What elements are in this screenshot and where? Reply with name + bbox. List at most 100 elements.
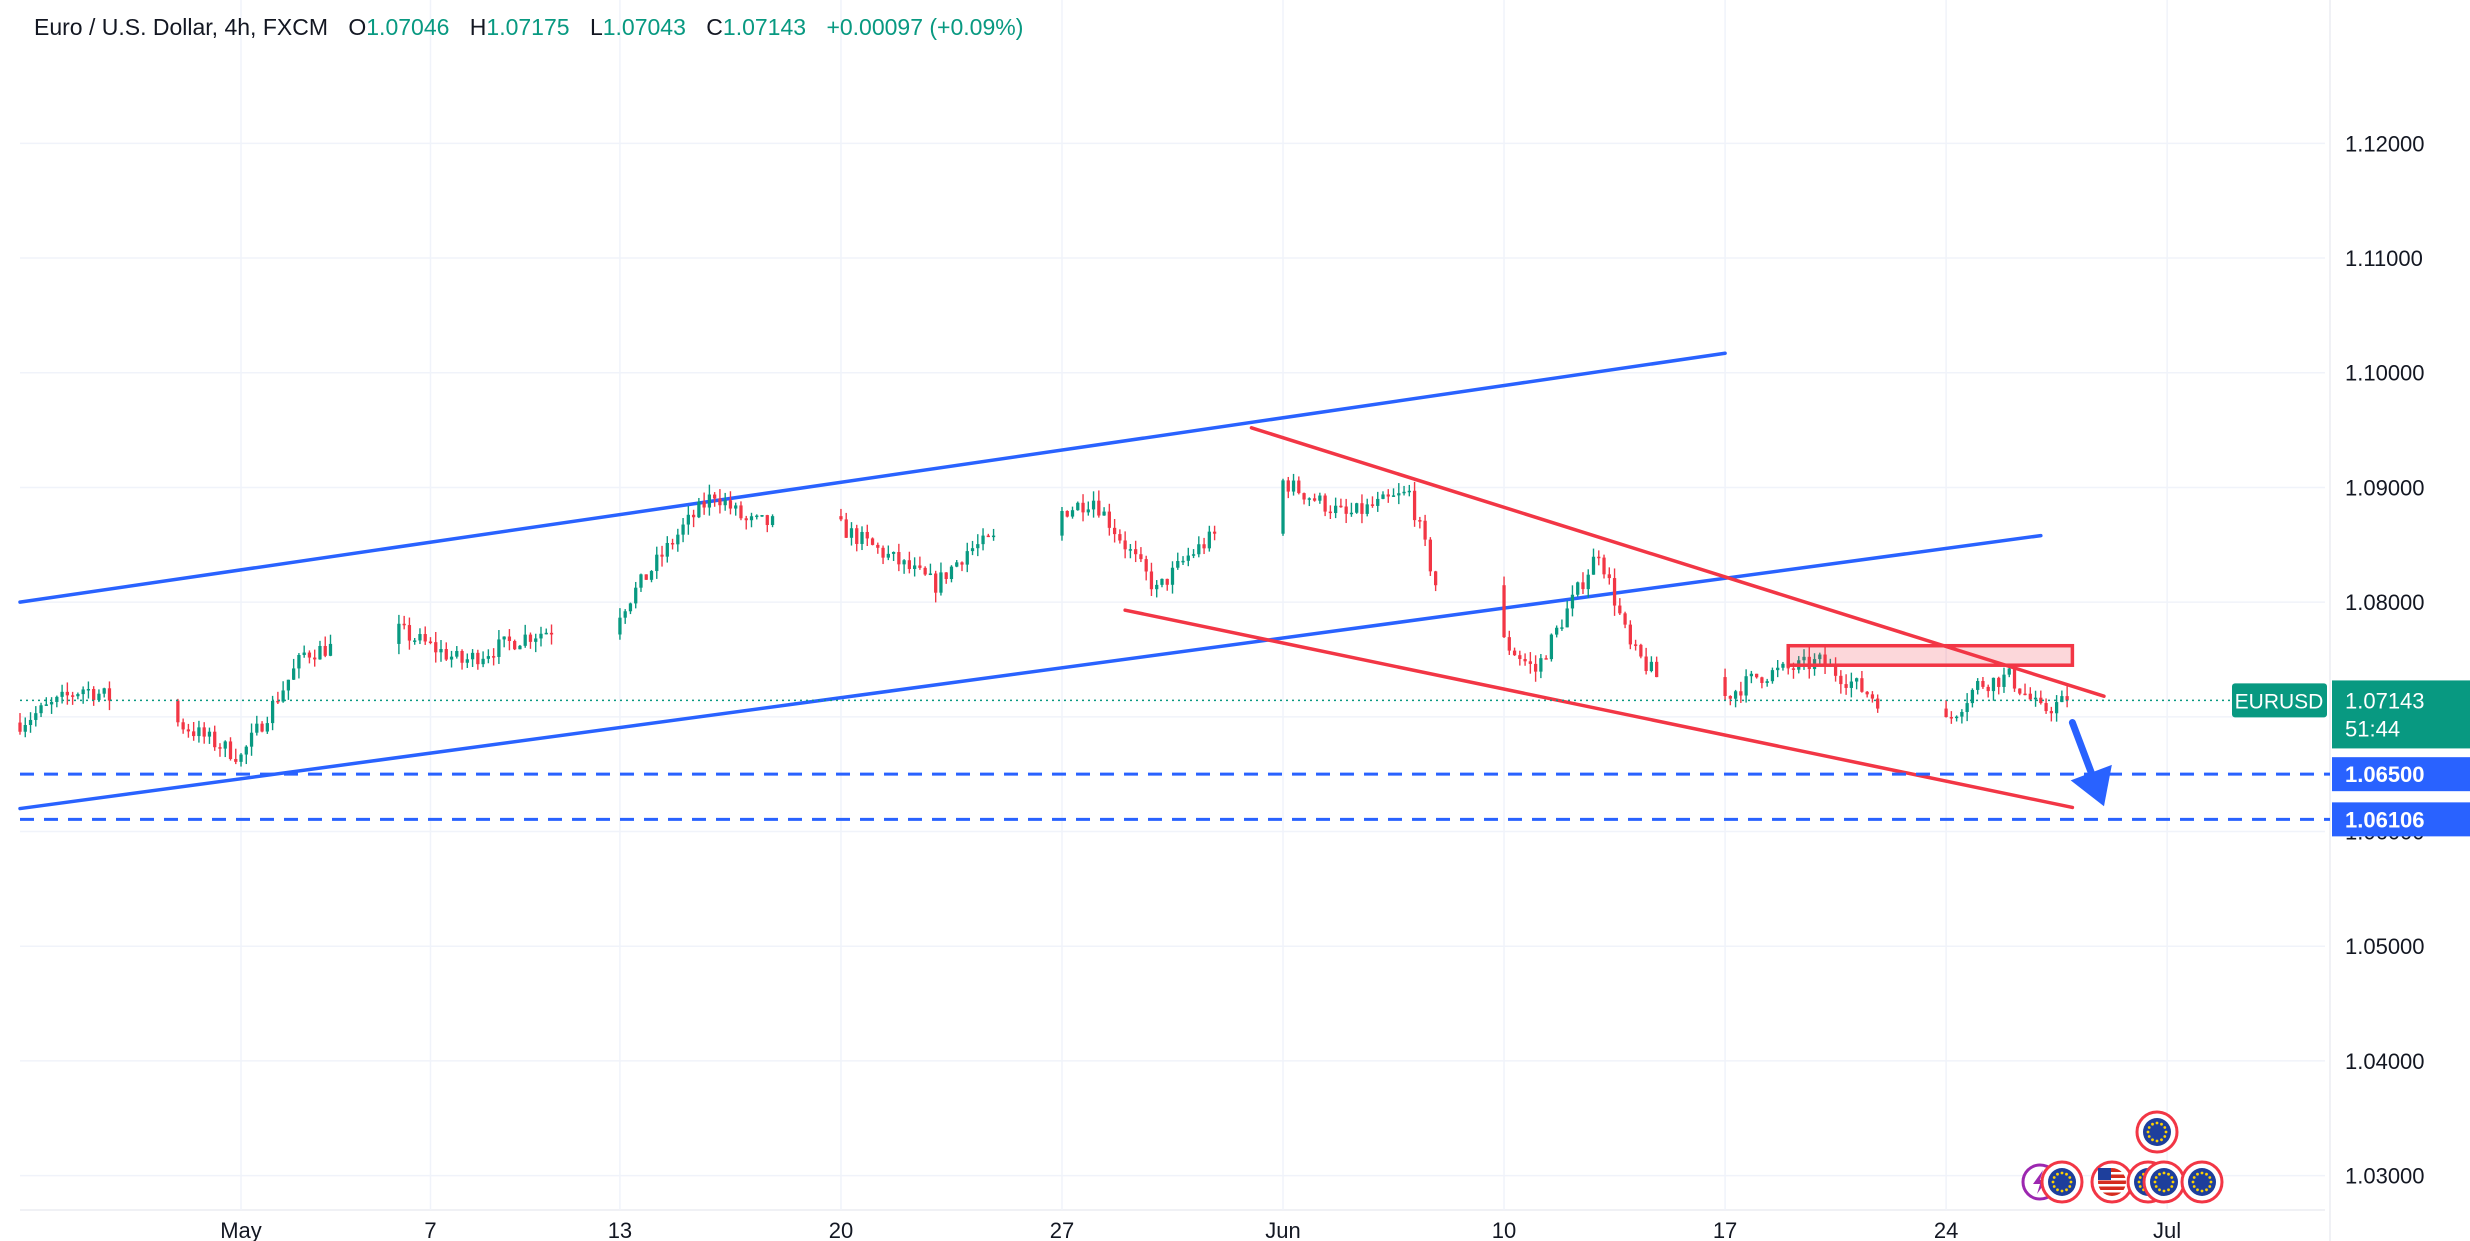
eu-star-icon <box>2171 1180 2175 1184</box>
candle-body <box>55 696 59 702</box>
candle-body <box>423 634 427 642</box>
candle-body <box>907 560 912 569</box>
candle-body <box>881 547 885 558</box>
lightning-icon <box>2033 1170 2047 1194</box>
candle-body <box>1807 656 1811 670</box>
candle-body <box>228 741 233 759</box>
level-tag-label: 1.06500 <box>2345 762 2425 787</box>
candle-body <box>1418 520 1422 522</box>
candle-body <box>1581 582 1585 590</box>
candle-body <box>65 691 69 696</box>
candle-body <box>1518 655 1522 660</box>
candle-body <box>670 542 675 545</box>
eu-star-icon <box>2052 1185 2056 1188</box>
candle-body <box>534 638 538 642</box>
candle-body <box>1107 511 1111 528</box>
us-stripe-icon <box>2098 1178 2126 1181</box>
candle-body <box>865 531 869 539</box>
candle-body <box>744 518 748 521</box>
price-axis[interactable]: 1.120001.110001.100001.090001.080001.070… <box>2232 131 2470 1189</box>
symbol-title[interactable]: Euro / U.S. Dollar, 4h, FXCM <box>34 14 328 40</box>
candle-body <box>1144 559 1148 572</box>
candle-body <box>960 562 964 565</box>
candle-body <box>428 641 433 643</box>
down-arrow-shaft <box>2068 719 2095 777</box>
candle-body <box>1155 584 1159 590</box>
candle-body <box>313 657 317 660</box>
candle-body <box>502 636 506 640</box>
candle-body <box>323 645 327 656</box>
candle-body <box>465 659 469 663</box>
candle-body <box>39 705 43 714</box>
trendline <box>1123 608 2075 810</box>
candle-body <box>481 658 485 665</box>
candle-body <box>1723 677 1727 696</box>
candle-body <box>1318 495 1322 501</box>
candle-body <box>244 746 248 755</box>
level-price-tag: 1.06106 <box>2332 802 2470 837</box>
candle-body <box>476 652 480 665</box>
candle-body <box>1607 574 1611 579</box>
level-tag-label: 1.06106 <box>2345 807 2425 832</box>
eu-star-icon <box>2200 1171 2204 1175</box>
candle-body <box>470 652 475 660</box>
us-stripe-icon <box>2098 1172 2126 1175</box>
candle-body <box>23 725 27 732</box>
candle-body <box>449 656 454 660</box>
candle-body <box>1876 698 1880 709</box>
time-tick-label: 24 <box>1934 1218 1958 1241</box>
candle-body <box>486 656 490 659</box>
candle-body <box>1334 505 1338 514</box>
candle-body <box>870 538 875 545</box>
candle-body <box>265 723 269 732</box>
us-stripe-icon <box>2098 1190 2126 1193</box>
candle-body <box>2012 668 2017 689</box>
resistance-zone <box>1786 643 2075 667</box>
close-value: 1.07143 <box>722 14 807 40</box>
candle-body <box>328 643 333 656</box>
candle-body <box>1170 567 1175 585</box>
economic-events[interactable] <box>2021 1110 2224 1204</box>
candle-body <box>691 514 696 518</box>
eu-star-icon <box>2147 1135 2151 1138</box>
candle-body <box>549 632 554 635</box>
candle-body <box>260 723 264 732</box>
candle-body <box>439 649 443 653</box>
price-tick-label: 1.11000 <box>2345 246 2423 271</box>
candle-body <box>923 567 927 575</box>
candle-body <box>1870 694 1875 699</box>
candle-body <box>1502 585 1506 638</box>
candle-body <box>734 505 738 509</box>
candle-body <box>1539 658 1543 672</box>
candle-body <box>1781 663 1785 668</box>
candle-body <box>2033 697 2038 700</box>
time-axis[interactable]: May 7 13 20 27 Jun 10 17 24 Jul <box>220 1218 2181 1241</box>
candle-body <box>1097 500 1101 516</box>
candle-body <box>255 723 259 733</box>
eu-star-icon <box>2138 1185 2142 1188</box>
candle-body <box>1386 494 1390 497</box>
candle-body <box>649 571 654 580</box>
time-tick-label: 17 <box>1713 1218 1737 1241</box>
candle-body <box>1612 578 1617 606</box>
candle-body <box>1628 624 1632 645</box>
candle-body <box>28 719 33 726</box>
candle-body <box>1644 656 1648 672</box>
candle-body <box>192 731 196 737</box>
candle-body <box>1102 511 1106 516</box>
eu-event <box>2135 1110 2179 1154</box>
eu-star-icon <box>2060 1189 2064 1193</box>
candle-body <box>655 554 659 572</box>
candle-body <box>1970 689 1975 704</box>
time-tick-label: Jun <box>1265 1218 1300 1241</box>
level-tag-bg <box>2332 757 2470 792</box>
candle-body <box>1802 656 1806 661</box>
candle-body <box>1728 695 1732 699</box>
candle-body <box>855 528 859 544</box>
candle-body <box>92 689 96 701</box>
candle-body <box>1281 480 1285 534</box>
candle-body <box>213 731 217 748</box>
candle-body <box>976 544 980 549</box>
candle-body <box>292 668 296 680</box>
